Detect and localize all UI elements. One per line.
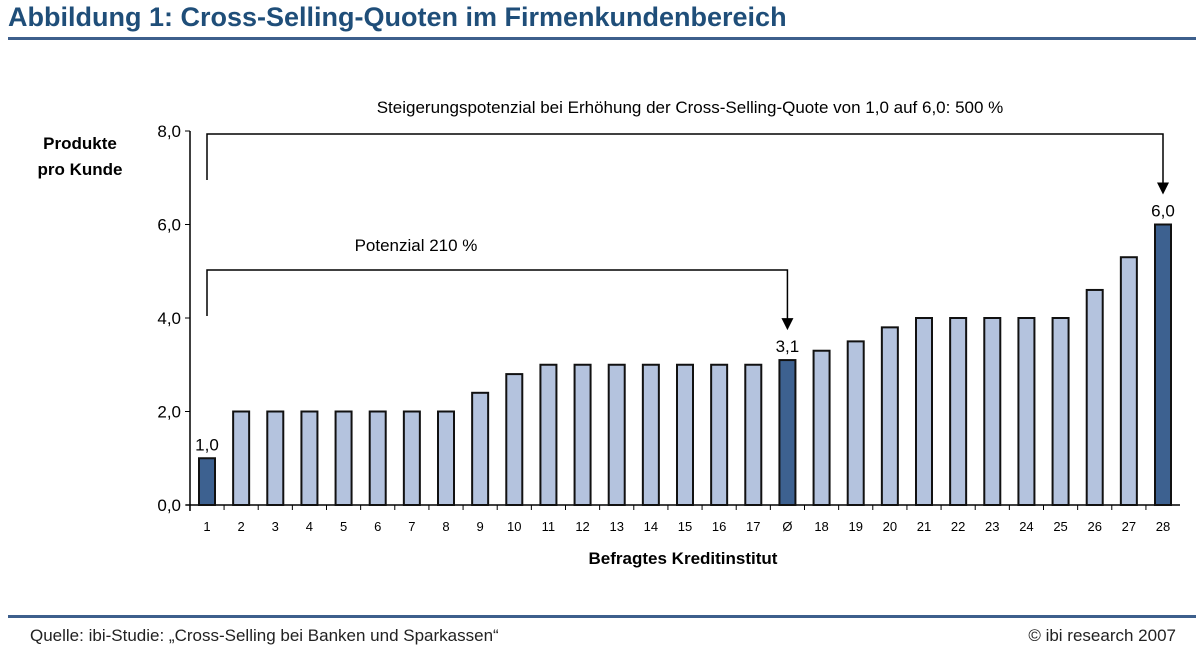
bar-7 xyxy=(402,410,421,506)
footer-divider xyxy=(8,615,1196,618)
bar-12 xyxy=(573,363,592,506)
bar-14 xyxy=(641,363,660,506)
bar-28 xyxy=(1154,223,1172,506)
x-tick-label: 13 xyxy=(609,519,623,534)
x-tick-label: 10 xyxy=(507,519,521,534)
x-tick-label: 9 xyxy=(477,519,484,534)
bar-18 xyxy=(812,349,831,506)
y-tick-label: 8,0 xyxy=(157,122,181,141)
bar-20 xyxy=(880,326,899,506)
bar-24 xyxy=(1017,317,1036,506)
bar-Ø xyxy=(778,359,797,507)
x-tick-label: Ø xyxy=(782,519,792,534)
x-tick-label: 19 xyxy=(848,519,862,534)
x-tick-label: 22 xyxy=(951,519,965,534)
x-tick-label: 5 xyxy=(340,519,347,534)
y-tick-label: 6,0 xyxy=(157,216,181,235)
bar-4 xyxy=(300,410,319,506)
x-tick-label: 17 xyxy=(746,519,760,534)
x-tick-label: 21 xyxy=(917,519,931,534)
bar-25 xyxy=(1051,317,1070,506)
data-label-28: 6,0 xyxy=(1151,202,1175,221)
bar-8 xyxy=(437,410,455,506)
bar-1 xyxy=(198,457,216,506)
y-tick-label: 2,0 xyxy=(157,403,181,422)
annotation-bracket xyxy=(206,269,789,321)
y-axis-label-line2: pro Kunde xyxy=(38,160,123,179)
bar-13 xyxy=(607,363,626,506)
bar-17 xyxy=(744,363,763,506)
data-label-Ø: 3,1 xyxy=(776,337,800,356)
bar-6 xyxy=(368,410,387,506)
x-tick-label: 4 xyxy=(306,519,313,534)
x-tick-label: 11 xyxy=(542,519,556,534)
bar-26 xyxy=(1085,288,1104,507)
x-tick-label: 23 xyxy=(985,519,999,534)
x-tick-label: 1 xyxy=(203,519,210,534)
x-axis-label: Befragtes Kreditinstitut xyxy=(589,549,778,568)
bar-16 xyxy=(710,363,729,506)
bar-15 xyxy=(676,363,694,506)
bar-19 xyxy=(846,340,865,506)
x-tick-label: 16 xyxy=(712,519,726,534)
x-tick-label: 14 xyxy=(644,519,658,534)
title-divider xyxy=(8,37,1196,40)
annotation-average-potential: Potenzial 210 % xyxy=(355,236,478,255)
bar-10 xyxy=(505,373,524,506)
bar-chart: Produkte pro Kunde Befragtes Kreditinsti… xyxy=(38,98,1180,568)
x-tick-label: 27 xyxy=(1122,519,1136,534)
bar-2 xyxy=(232,410,251,506)
arrow-down-icon xyxy=(1157,182,1169,195)
copyright: © ibi research 2007 xyxy=(1028,626,1176,645)
x-tick-label: 2 xyxy=(238,519,245,534)
annotation-total-potential: Steigerungspotenzial bei Erhöhung der Cr… xyxy=(377,98,1004,117)
x-tick-label: 6 xyxy=(374,519,381,534)
x-tick-label: 7 xyxy=(408,519,415,534)
data-label-1: 1,0 xyxy=(195,435,219,454)
y-tick-label: 4,0 xyxy=(157,309,181,328)
bar-23 xyxy=(983,317,1002,506)
bar-3 xyxy=(266,410,285,506)
x-tick-label: 28 xyxy=(1156,519,1170,534)
bar-9 xyxy=(471,391,490,506)
x-tick-label: 8 xyxy=(442,519,449,534)
annotation-bracket xyxy=(206,133,1164,185)
arrow-down-icon xyxy=(781,318,794,331)
x-tick-label: 3 xyxy=(272,519,279,534)
y-tick-label: 0,0 xyxy=(157,496,181,515)
source-note: Quelle: ibi-Studie: „Cross-Selling bei B… xyxy=(30,626,499,645)
bar-11 xyxy=(539,363,558,506)
x-tick-label: 20 xyxy=(883,519,897,534)
bar-21 xyxy=(915,317,933,506)
x-tick-label: 18 xyxy=(814,519,828,534)
y-axis-label-line1: Produkte xyxy=(43,134,117,153)
page-title: Abbildung 1: Cross-Selling-Quoten im Fir… xyxy=(8,2,787,32)
x-tick-label: 25 xyxy=(1053,519,1067,534)
bar-22 xyxy=(949,317,968,506)
x-tick-label: 26 xyxy=(1087,519,1101,534)
bar-5 xyxy=(334,410,353,506)
x-tick-label: 12 xyxy=(575,519,589,534)
bar-27 xyxy=(1119,256,1138,506)
x-tick-label: 24 xyxy=(1019,519,1033,534)
x-tick-label: 15 xyxy=(678,519,692,534)
